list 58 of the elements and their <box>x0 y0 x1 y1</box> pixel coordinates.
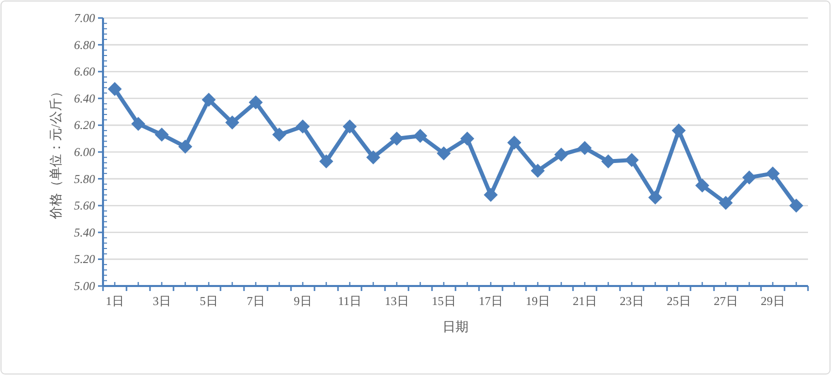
point <box>695 178 710 192</box>
point <box>202 92 216 107</box>
x-tick-label: 5日 <box>200 294 218 308</box>
point <box>789 198 804 213</box>
point <box>436 146 451 160</box>
point <box>272 128 286 142</box>
x-tick-label: 29日 <box>760 294 785 308</box>
x-axis-title: 日期 <box>442 319 468 334</box>
y-tick-label: 5.00 <box>74 279 95 293</box>
x-tick-label: 21日 <box>572 294 597 308</box>
x-tick-label: 23日 <box>620 294 644 308</box>
y-tick-label: 6.60 <box>74 64 95 79</box>
point <box>648 190 662 205</box>
point <box>507 136 522 150</box>
point <box>319 154 334 168</box>
point <box>296 120 310 134</box>
point <box>460 132 474 146</box>
x-tick-label: 9日 <box>294 294 312 308</box>
y-axis-title: 价格（单位：元/公斤） <box>48 85 63 220</box>
point <box>766 166 780 180</box>
point <box>413 128 428 143</box>
point <box>131 116 146 131</box>
x-tick-label: 25日 <box>666 294 691 308</box>
y-tick-label: 6.00 <box>74 145 95 159</box>
point <box>742 170 756 184</box>
point <box>578 140 592 155</box>
x-tick-label: 3日 <box>152 294 171 308</box>
point <box>108 82 122 96</box>
point <box>248 95 263 110</box>
point <box>601 154 616 168</box>
point <box>154 128 169 142</box>
point <box>342 120 357 134</box>
point <box>390 132 404 146</box>
point <box>484 188 498 202</box>
point <box>530 164 545 178</box>
point <box>366 150 380 164</box>
y-tick-label: 6.20 <box>74 118 95 132</box>
y-tick-label: 5.40 <box>74 225 95 240</box>
x-tick-label: 15日 <box>432 294 456 308</box>
x-tick-label: 13日 <box>384 294 409 308</box>
y-tick-label: 6.80 <box>74 38 95 52</box>
x-tick-label: 11日 <box>338 294 362 308</box>
x-tick-label: 1日 <box>106 294 124 308</box>
x-tick-label: 27日 <box>714 294 738 308</box>
y-tick-label: 5.80 <box>74 172 95 186</box>
point <box>672 124 686 138</box>
point <box>624 153 639 168</box>
point <box>225 116 240 130</box>
point <box>178 140 192 154</box>
y-tick-label: 7.00 <box>74 11 95 25</box>
x-tick-label: 17日 <box>478 294 503 308</box>
x-tick-label: 7日 <box>246 294 265 308</box>
x-tick-label: 19日 <box>526 294 550 308</box>
y-tick-label: 5.60 <box>74 198 95 213</box>
y-tick-label: 5.20 <box>74 252 95 266</box>
point <box>718 196 733 210</box>
y-tick-label: 6.40 <box>74 91 95 106</box>
point <box>554 148 568 162</box>
